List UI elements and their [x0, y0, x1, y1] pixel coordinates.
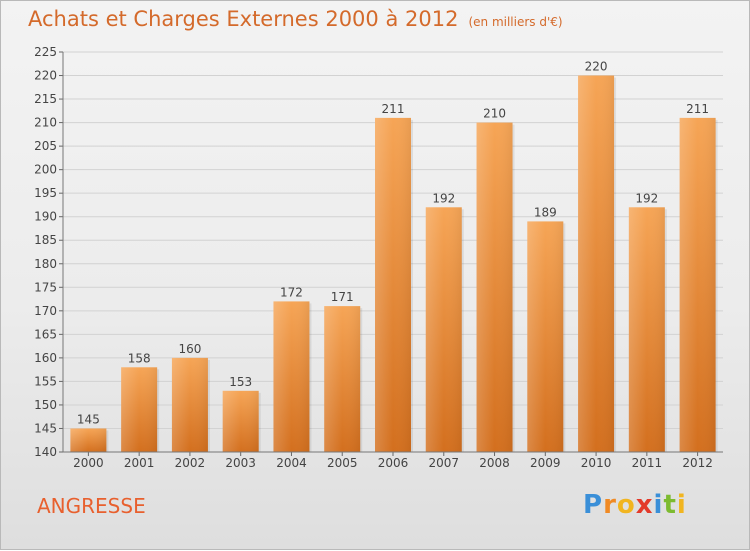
entity-name: ANGRESSE	[37, 494, 146, 518]
x-tick-label: 2001	[124, 456, 155, 470]
chart-title: Achats et Charges Externes 2000 à 2012 (e…	[28, 7, 563, 31]
x-tick-label: 2003	[225, 456, 256, 470]
bar-shine	[171, 357, 208, 452]
x-tick-label: 2004	[276, 456, 307, 470]
x-tick-label: 2012	[682, 456, 713, 470]
y-tick-label: 220	[34, 69, 57, 83]
x-tick-label: 2006	[378, 456, 409, 470]
bar-shine	[679, 117, 716, 452]
data-label: 220	[585, 60, 608, 74]
data-label: 192	[432, 191, 455, 205]
y-tick-label: 225	[34, 45, 57, 59]
data-label: 172	[280, 285, 303, 299]
bar-shine	[425, 207, 462, 452]
proxiti-logo: Proxiti	[583, 490, 687, 520]
y-tick-label: 160	[34, 351, 57, 365]
y-tick-label: 155	[34, 374, 57, 388]
y-tick-label: 210	[34, 116, 57, 130]
logo-letter: i	[676, 490, 687, 520]
y-tick-label: 190	[34, 210, 57, 224]
chart-subtitle: (en milliers d'€)	[468, 15, 563, 29]
bar-shine	[578, 75, 615, 452]
data-label: 153	[229, 375, 252, 389]
bar-shine	[324, 306, 361, 452]
bar-shine	[70, 428, 107, 452]
bar-shine	[476, 122, 513, 453]
logo-letter: o	[616, 490, 636, 520]
chart-title-text: Achats et Charges Externes 2000 à 2012	[28, 7, 459, 31]
data-label: 211	[686, 102, 709, 116]
x-tick-label: 2007	[428, 456, 459, 470]
y-tick-label: 185	[34, 233, 57, 247]
data-label: 171	[331, 290, 354, 304]
x-tick-label: 2005	[327, 456, 358, 470]
y-tick-label: 170	[34, 304, 57, 318]
x-tick-label: 2011	[632, 456, 663, 470]
y-tick-label: 175	[34, 280, 57, 294]
bar-shine	[628, 207, 665, 452]
data-label: 189	[534, 205, 557, 219]
bar-shine	[375, 117, 411, 452]
data-label: 160	[178, 342, 201, 356]
data-label: 210	[483, 107, 506, 121]
data-label: 192	[635, 191, 658, 205]
x-tick-label: 2008	[479, 456, 510, 470]
y-tick-label: 205	[34, 139, 57, 153]
y-tick-label: 180	[34, 257, 57, 271]
y-tick-label: 200	[34, 163, 57, 177]
logo-letter: r	[603, 490, 617, 520]
x-tick-label: 2002	[175, 456, 206, 470]
logo-letter: i	[653, 490, 664, 520]
data-label: 145	[77, 412, 100, 426]
bar-shine	[273, 301, 310, 452]
data-label: 211	[382, 102, 405, 116]
x-tick-label: 2010	[581, 456, 612, 470]
x-tick-label: 2000	[73, 456, 104, 470]
data-label: 158	[128, 351, 151, 365]
bar-shine	[527, 221, 564, 452]
y-tick-label: 150	[34, 398, 57, 412]
logo-letter: x	[635, 490, 654, 520]
bar-shine	[121, 367, 158, 452]
logo-letter: t	[663, 490, 677, 520]
y-tick-label: 195	[34, 186, 57, 200]
logo-letter: P	[583, 490, 604, 520]
bar-shine	[222, 390, 259, 452]
x-tick-label: 2009	[530, 456, 561, 470]
y-tick-label: 165	[34, 327, 57, 341]
y-tick-label: 215	[34, 92, 57, 106]
y-tick-label: 140	[34, 445, 57, 459]
y-tick-label: 145	[34, 421, 57, 435]
